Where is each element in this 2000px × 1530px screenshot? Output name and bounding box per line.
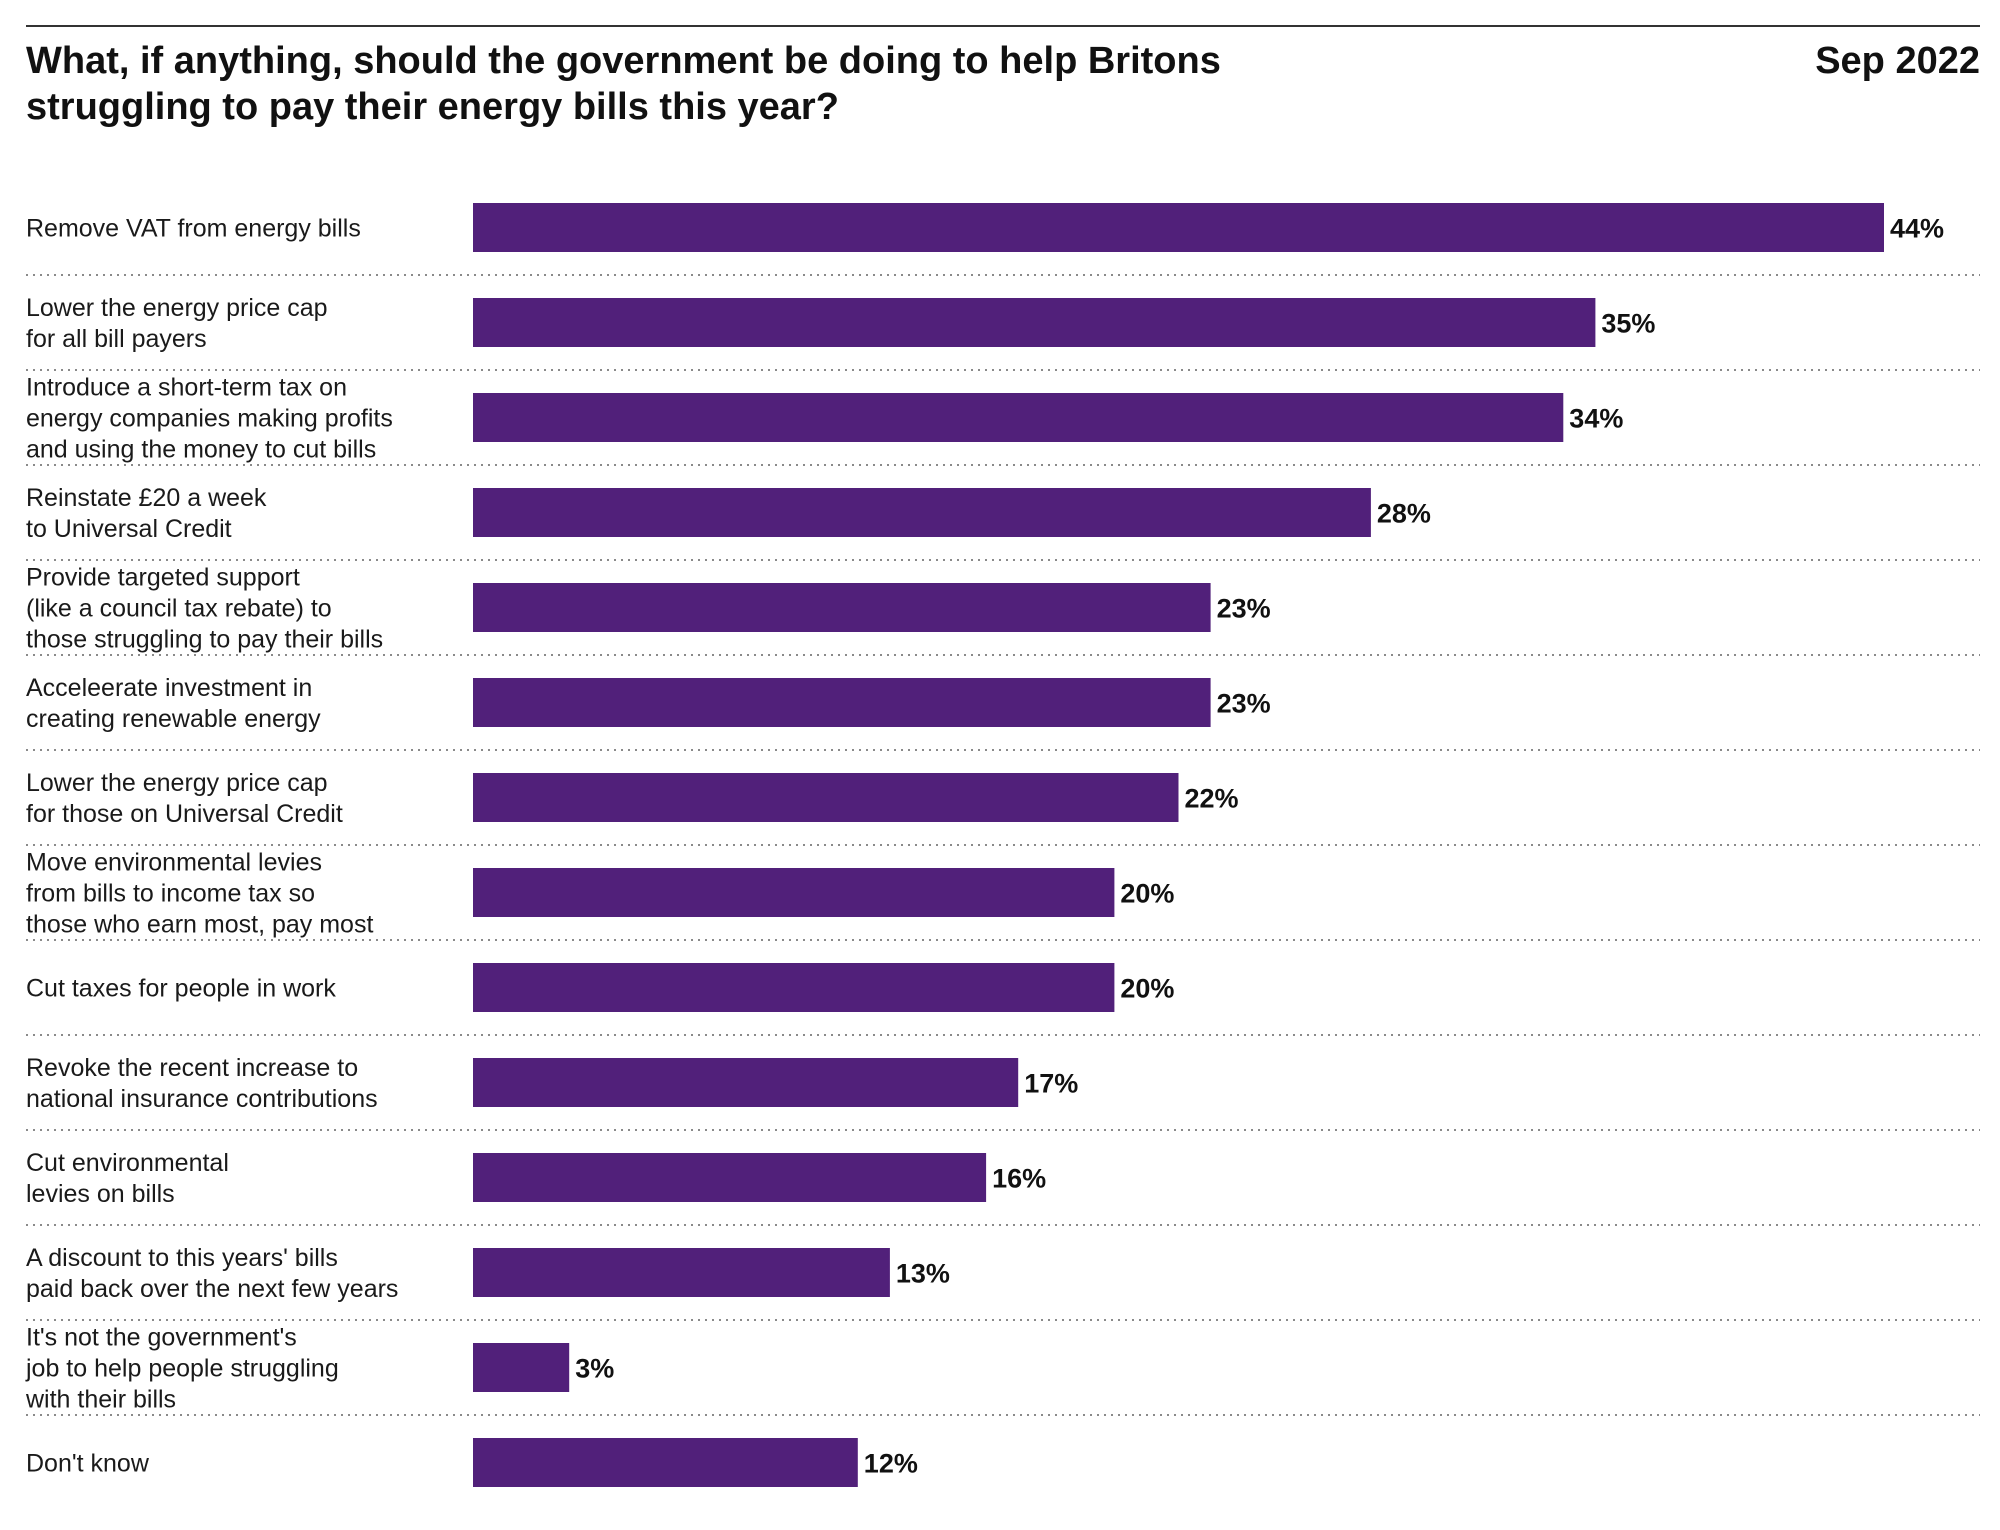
value-label: 16% [992, 1164, 1046, 1194]
bar [473, 203, 1884, 252]
category-label: Acceleerate investment in creating renewa… [26, 674, 321, 733]
category-label-line: Cut taxes for people in work [26, 975, 336, 1003]
category-label-line: energy companies making profits [26, 405, 393, 433]
category-label-line: Move environmental levies [26, 849, 322, 877]
value-label: 20% [1120, 974, 1174, 1004]
category-label-line: A discount to this years' bills [26, 1244, 338, 1272]
value-label: 44% [1890, 214, 1944, 244]
category-label-line: It's not the government's [26, 1324, 297, 1352]
bar [473, 963, 1115, 1012]
category-label: Revoke the recent increase to national in… [26, 1054, 378, 1113]
category-label-line: national insurance contributions [26, 1085, 378, 1113]
category-label-line: Lower the energy price cap [26, 769, 328, 797]
category-label: It's not the government's job to help peo… [25, 1324, 339, 1414]
value-label: 17% [1024, 1069, 1078, 1099]
category-label: Provide targeted support (like a council … [26, 564, 383, 654]
bar [473, 393, 1564, 442]
category-label-line: Reinstate £20 a week [26, 484, 267, 512]
bar [473, 488, 1371, 537]
value-label: 3% [575, 1354, 614, 1384]
bar [473, 1058, 1019, 1107]
category-label-line: creating renewable energy [26, 705, 321, 733]
chart-title-line-2: struggling to pay their energy bills thi… [26, 86, 839, 128]
category-label-line: Acceleerate investment in [26, 674, 312, 702]
category-label-line: levies on bills [26, 1180, 175, 1208]
category-label-line: paid back over the next few years [26, 1275, 398, 1303]
category-label: Move environmental levies from bills to i… [26, 849, 373, 939]
value-label: 13% [896, 1259, 950, 1289]
category-label: Lower the energy price cap for all bill p… [26, 294, 328, 353]
category-label-line: and using the money to cut bills [26, 436, 376, 464]
category-label: Don't know [26, 1450, 150, 1478]
bar [473, 1153, 987, 1202]
chart-title: What, if anything, should the government… [26, 38, 1326, 130]
category-label-line: Introduce a short-term tax on [26, 374, 347, 402]
chart-title-line-1: What, if anything, should the government… [26, 40, 1221, 82]
value-label: 22% [1185, 784, 1239, 814]
category-label: Cut environmental levies on bills [26, 1149, 229, 1208]
value-label: 20% [1120, 879, 1174, 909]
top-rule [26, 25, 1980, 27]
survey-date: Sep 2022 [1815, 40, 1980, 82]
category-label-line: Remove VAT from energy bills [26, 215, 361, 243]
category-label-line: Don't know [26, 1450, 150, 1478]
category-label-line: Cut environmental [26, 1149, 229, 1177]
category-label-line: Provide targeted support [26, 564, 300, 592]
value-label: 35% [1601, 309, 1655, 339]
value-label: 23% [1217, 689, 1271, 719]
category-label-line: with their bills [25, 1386, 176, 1414]
category-label: A discount to this years' bills paid back… [26, 1244, 398, 1303]
category-label: Introduce a short-term tax on energy comp… [26, 374, 393, 464]
bar [473, 583, 1211, 632]
value-label: 23% [1217, 594, 1271, 624]
category-label-line: (like a council tax rebate) to [26, 595, 332, 623]
bar [473, 1343, 570, 1392]
category-label-line: Revoke the recent increase to [26, 1054, 358, 1082]
category-label-line: to Universal Credit [26, 515, 232, 543]
bar [473, 298, 1596, 347]
bar [473, 773, 1179, 822]
bar [473, 678, 1211, 727]
bar [473, 1248, 890, 1297]
category-label-line: job to help people struggling [25, 1355, 339, 1383]
category-label-line: Lower the energy price cap [26, 294, 328, 322]
bar [473, 1438, 858, 1487]
category-label-line: from bills to income tax so [26, 880, 315, 908]
value-label: 28% [1377, 499, 1431, 529]
bar [473, 868, 1115, 917]
category-label-line: for all bill payers [26, 325, 207, 353]
category-label: Remove VAT from energy bills [26, 215, 361, 243]
category-label: Reinstate £20 a week to Universal Credit [26, 484, 267, 543]
category-label: Cut taxes for people in work [26, 975, 336, 1003]
category-label-line: those struggling to pay their bills [26, 626, 383, 654]
value-label: 12% [864, 1449, 918, 1479]
category-label: Lower the energy price cap for those on U… [26, 769, 343, 828]
value-label: 34% [1569, 404, 1623, 434]
category-label-line: for those on Universal Credit [26, 800, 343, 828]
category-label-line: those who earn most, pay most [26, 911, 373, 939]
